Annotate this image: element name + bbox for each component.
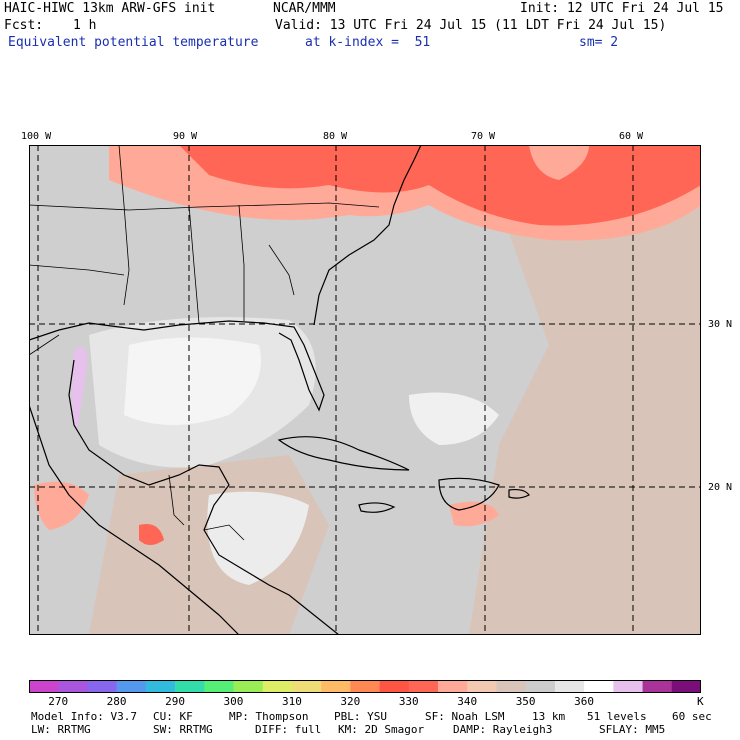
colorbar-tick-label: 360 — [574, 695, 594, 708]
init-time: Init: 12 UTC Fri 24 Jul 15 — [520, 1, 724, 16]
political-borders — [29, 145, 380, 541]
lon-label-70w: 70 W — [471, 131, 496, 142]
colorbar-swatch — [408, 680, 439, 693]
colorbar-swatch — [642, 680, 673, 693]
colorbar-swatch — [116, 680, 147, 693]
colorbar-swatch — [350, 680, 380, 693]
footer-model-info: Model Info: V3.7 — [31, 710, 137, 723]
colorbar — [29, 680, 701, 693]
colorbar-tick-label: 310 — [281, 695, 302, 708]
colorbar-tick-label: 340 — [457, 695, 478, 708]
colorbar-swatch — [613, 680, 643, 693]
colorbar-swatch — [87, 680, 117, 693]
pacific-coast — [29, 404, 240, 635]
footer-sw: SW: RRTMG — [153, 723, 213, 736]
colorbar-swatch — [29, 680, 59, 693]
hispaniola — [438, 477, 500, 511]
colorbar-swatch — [204, 680, 234, 693]
purple-coast-region — [72, 347, 88, 430]
colorbar-frame — [29, 680, 701, 693]
footer-sf: SF: Noah LSM — [425, 710, 505, 723]
tan-region-atlantic — [469, 185, 701, 635]
field-name: Equivalent potential temperature — [8, 35, 259, 50]
colorbar-tick-label: 320 — [340, 695, 361, 708]
model-title: HAIC-HIWC 13km ARW-GFS init — [4, 1, 216, 16]
colorbar-swatch — [175, 680, 205, 693]
valid-time: Valid: 13 UTC Fri 24 Jul 15 (11 LDT Fri … — [275, 18, 667, 33]
gulf-white-region — [124, 337, 261, 425]
lon-label-90w: 90 W — [173, 131, 198, 142]
caribbean-light-region — [409, 392, 499, 445]
footer-timestep: 60 sec — [672, 710, 712, 723]
footer-lw: LW: RRTMG — [31, 723, 91, 736]
colorbar-swatch — [554, 680, 585, 693]
colorbar-tick-label: 350 — [515, 695, 536, 708]
colorbar-swatch — [262, 680, 293, 693]
map-frame — [29, 145, 701, 635]
warm-band-patch — [529, 145, 589, 180]
colorbar-swatch — [145, 680, 176, 693]
lat-label-20n: 20 N — [708, 482, 733, 493]
colorbar-swatch — [671, 680, 701, 693]
colorbar-tick-label: 290 — [165, 695, 185, 708]
footer-pbl: PBL: YSU — [334, 710, 387, 723]
colorbar-unit: K — [697, 695, 704, 708]
colorbar-swatch — [379, 680, 410, 693]
lon-label-100w: 100 W — [21, 131, 52, 142]
footer-cu: CU: KF — [153, 710, 193, 723]
footer-resolution: 13 km — [532, 710, 566, 723]
gulf-coast — [29, 320, 325, 412]
jamaica — [358, 502, 396, 513]
pacific-light-region — [207, 491, 309, 585]
colorbar-swatch — [467, 680, 497, 693]
coastlines — [29, 145, 530, 635]
smoothing-info: sm= 2 — [579, 35, 619, 50]
colorbar-tick-label: 330 — [398, 695, 419, 708]
hispaniola-warm-patch — [449, 501, 499, 527]
theta-e-map — [29, 145, 701, 635]
footer-km: KM: 2D Smagor — [338, 723, 425, 736]
mexico-warm-patch — [34, 481, 89, 530]
atlantic-coast — [313, 145, 422, 326]
footer-mp: MP: Thompson — [229, 710, 309, 723]
colorbar-tick-label: 300 — [223, 695, 244, 708]
footer-sflay: SFLAY: MM5 — [599, 723, 666, 736]
lat-label-30n: 30 N — [708, 319, 733, 330]
colorbar-swatch — [438, 680, 468, 693]
colorbar-swatch — [58, 680, 88, 693]
colorbar-swatch — [496, 680, 526, 693]
cuba — [277, 436, 410, 471]
footer-levels: 51 levels — [587, 710, 647, 723]
colorbar-swatch — [291, 680, 322, 693]
colorbar-tick-label: 270 — [48, 695, 69, 708]
colorbar-swatch — [233, 680, 264, 693]
graticule — [29, 145, 701, 635]
org-label: NCAR/MMM — [273, 1, 336, 16]
forecast-hour: 1 h — [73, 18, 97, 33]
lon-label-60w: 60 W — [619, 131, 644, 142]
colorbar-swatch — [584, 680, 614, 693]
colorbar-tick-label: 280 — [106, 695, 127, 708]
mexico-hot-patch — [139, 524, 164, 545]
lon-label-80w: 80 W — [323, 131, 348, 142]
puerto-rico — [508, 488, 530, 499]
colorbar-swatch — [321, 680, 351, 693]
colorbar-swatch — [525, 680, 556, 693]
mexico-central-america-coast — [68, 359, 340, 635]
forecast-label: Fcst: — [4, 18, 44, 33]
footer-damp: DAMP: Rayleigh3 — [453, 723, 553, 736]
footer-diff: DIFF: full — [255, 723, 322, 736]
level-info: at k-index = 51 — [305, 35, 431, 50]
